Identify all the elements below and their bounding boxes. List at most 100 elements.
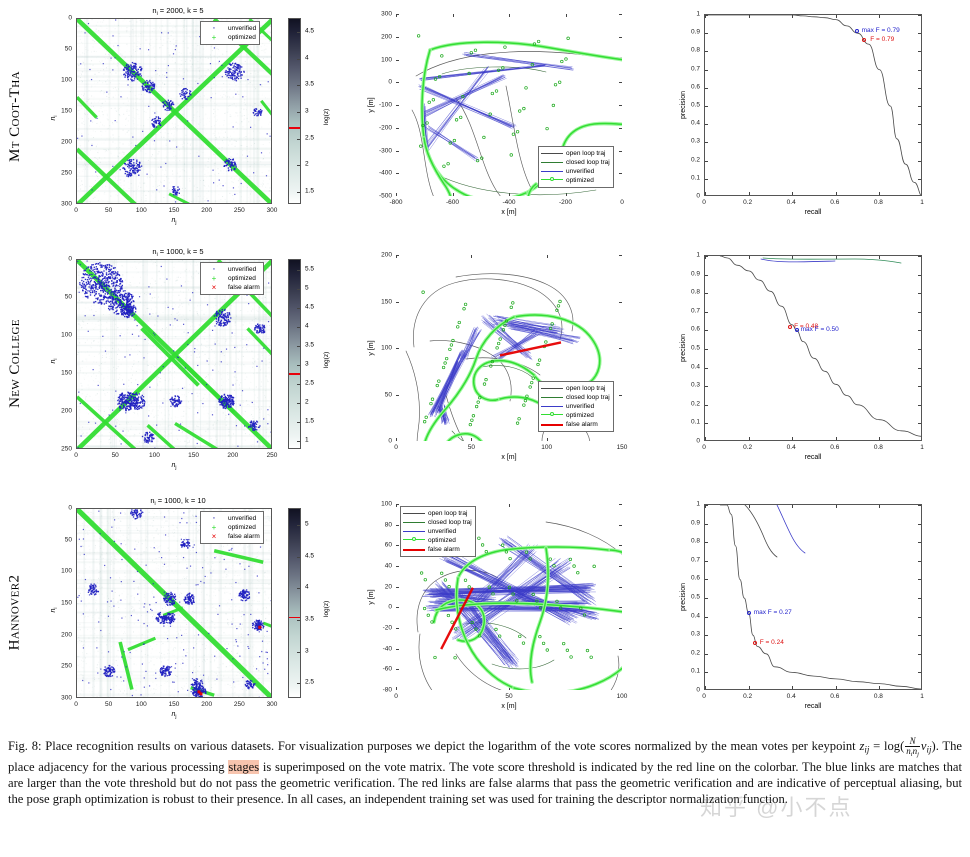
y-tick-label: 250 xyxy=(61,662,72,670)
x-tick-label: 0.8 xyxy=(873,199,883,206)
y-tick-mark xyxy=(396,566,399,567)
pr-axes xyxy=(704,504,922,690)
matrix-title: ni = 1000, k = 10 xyxy=(150,496,206,507)
x-tick-mark-top xyxy=(396,255,397,258)
f-marker xyxy=(862,38,867,43)
legend-label: unverified xyxy=(228,266,257,273)
y-tick-mark-right xyxy=(918,367,921,369)
legend-row: × false alarm xyxy=(203,283,260,292)
matrix-legend: · unverified + optimized × false alarm xyxy=(200,511,264,544)
y-tick-mark-right xyxy=(918,653,921,655)
x-tick-label: -200 xyxy=(558,199,573,206)
legend-row: unverified xyxy=(403,527,472,536)
figure-caption: Fig. 8: Place recognition results on var… xyxy=(8,736,962,808)
vote-matrix-axes xyxy=(76,18,272,204)
x-tick-mark-top xyxy=(835,15,837,18)
matrix-legend: · unverified + optimized xyxy=(200,21,261,45)
colorbar-label: log(z) xyxy=(323,108,330,125)
colorbar-tick-label: 1.5 xyxy=(305,187,315,195)
y-tick-label: 40 xyxy=(384,562,392,570)
y-tick-mark-right xyxy=(619,586,622,588)
y-tick-mark-right xyxy=(918,87,921,89)
y-tick-label: 1 xyxy=(696,10,700,18)
legend-key-open-loop xyxy=(541,388,563,389)
colorbar-tick-mark xyxy=(297,524,300,526)
legend-key-open-loop xyxy=(403,513,425,514)
x-tick-mark-top xyxy=(835,505,837,508)
y-tick-label: 100 xyxy=(381,500,392,508)
x-axis-label: x [m] xyxy=(501,703,517,710)
x-tick-mark xyxy=(748,437,750,440)
legend-row: unverified xyxy=(541,402,610,411)
y-tick-mark-right xyxy=(918,178,921,180)
x-tick-mark-top xyxy=(748,15,750,18)
legend-row: closed loop traj xyxy=(541,393,610,402)
x-tick-label: 1 xyxy=(920,693,924,700)
legend-key-optimized: + xyxy=(211,523,217,532)
x-tick-mark xyxy=(792,437,794,440)
y-tick-mark-right xyxy=(918,124,921,126)
trajectory-legend: open loop traj closed loop traj unverified… xyxy=(538,381,614,432)
x-tick-mark-top xyxy=(471,255,473,258)
x-tick-label: 0 xyxy=(702,444,706,451)
colorbar-tick-mark xyxy=(297,345,300,347)
colorbar-tick-label: 4.5 xyxy=(305,27,315,35)
colorbar-tick-label: 3.5 xyxy=(305,80,315,88)
fraction-numerator: N xyxy=(905,736,920,748)
colorbar-tick-mark xyxy=(297,402,300,404)
y-tick-mark-right xyxy=(918,106,921,107)
trajectory-panel-0: -800 -600 -400 -200 0 -500 -400 -300 -200 -100 0 10… xyxy=(340,0,640,232)
y-tick-label: 0.6 xyxy=(690,325,700,333)
x-tick-mark xyxy=(835,686,837,689)
legend-row: + optimized xyxy=(203,523,260,532)
y-tick-label: 0.8 xyxy=(690,537,700,545)
legend-row: optimized xyxy=(541,176,610,185)
math-v-sub: ij xyxy=(926,744,932,755)
y-tick-label: 50 xyxy=(384,391,392,398)
legend-label: unverified xyxy=(228,515,257,522)
x-tick-mark-top xyxy=(396,504,397,507)
x-tick-label: 0.6 xyxy=(830,199,840,206)
y-axis-label: y [m] xyxy=(368,97,375,113)
y-tick-label: 0.1 xyxy=(690,174,700,182)
y-tick-mark xyxy=(705,160,708,162)
legend-label: optimized xyxy=(566,412,594,419)
trajectory-canvas xyxy=(416,521,622,690)
y-tick-label: 0.4 xyxy=(690,363,700,371)
legend-key-false-alarm: × xyxy=(211,532,217,541)
y-tick-mark-right xyxy=(918,293,921,295)
x-tick-label: 0.8 xyxy=(873,444,883,451)
colorbar-tick-label: 5.5 xyxy=(305,265,315,272)
x-tick-label: 150 xyxy=(616,444,628,451)
y-tick-label: 0 xyxy=(388,603,392,611)
pr-axes xyxy=(704,14,922,196)
y-tick-label: 0.5 xyxy=(690,101,700,109)
x-tick-mark-top xyxy=(509,14,510,17)
x-tick-label: 150 xyxy=(168,207,180,214)
max-f-marker xyxy=(794,328,799,333)
x-tick-label: 50 xyxy=(111,452,119,459)
trajectory-panel-2: 0 50 100 -80 -60 -40 -20 0 20 40 60 80 100 x [m] y [m]… xyxy=(340,492,640,732)
legend-label: unverified xyxy=(566,403,595,410)
y-tick-label: 0.2 xyxy=(690,156,700,164)
y-tick-mark xyxy=(705,311,708,313)
y-tick-mark xyxy=(705,560,708,562)
y-tick-mark xyxy=(705,404,708,406)
colorbar xyxy=(288,508,301,698)
y-tick-label: 0.9 xyxy=(690,270,700,278)
legend-row: closed loop traj xyxy=(403,518,472,527)
x-tick-label: -400 xyxy=(502,199,516,206)
y-tick-mark xyxy=(396,14,399,15)
legend-row: + optimized xyxy=(203,274,260,283)
colorbar-tick-label: 4.5 xyxy=(305,552,315,559)
x-tick-mark xyxy=(509,687,510,690)
y-tick-mark-right xyxy=(619,82,622,84)
max-f-annotation: max F = 0.50 xyxy=(800,326,839,334)
dataset-label-text: New College xyxy=(6,318,23,408)
x-tick-label: 0.6 xyxy=(830,444,840,451)
dataset-label-text: Mt Coot-Tha xyxy=(6,70,23,162)
y-tick-mark-right xyxy=(619,394,622,396)
matrix-x-axis-label: nj xyxy=(171,711,177,720)
y-tick-label: -100 xyxy=(378,101,392,109)
x-tick-mark-top xyxy=(792,505,794,508)
